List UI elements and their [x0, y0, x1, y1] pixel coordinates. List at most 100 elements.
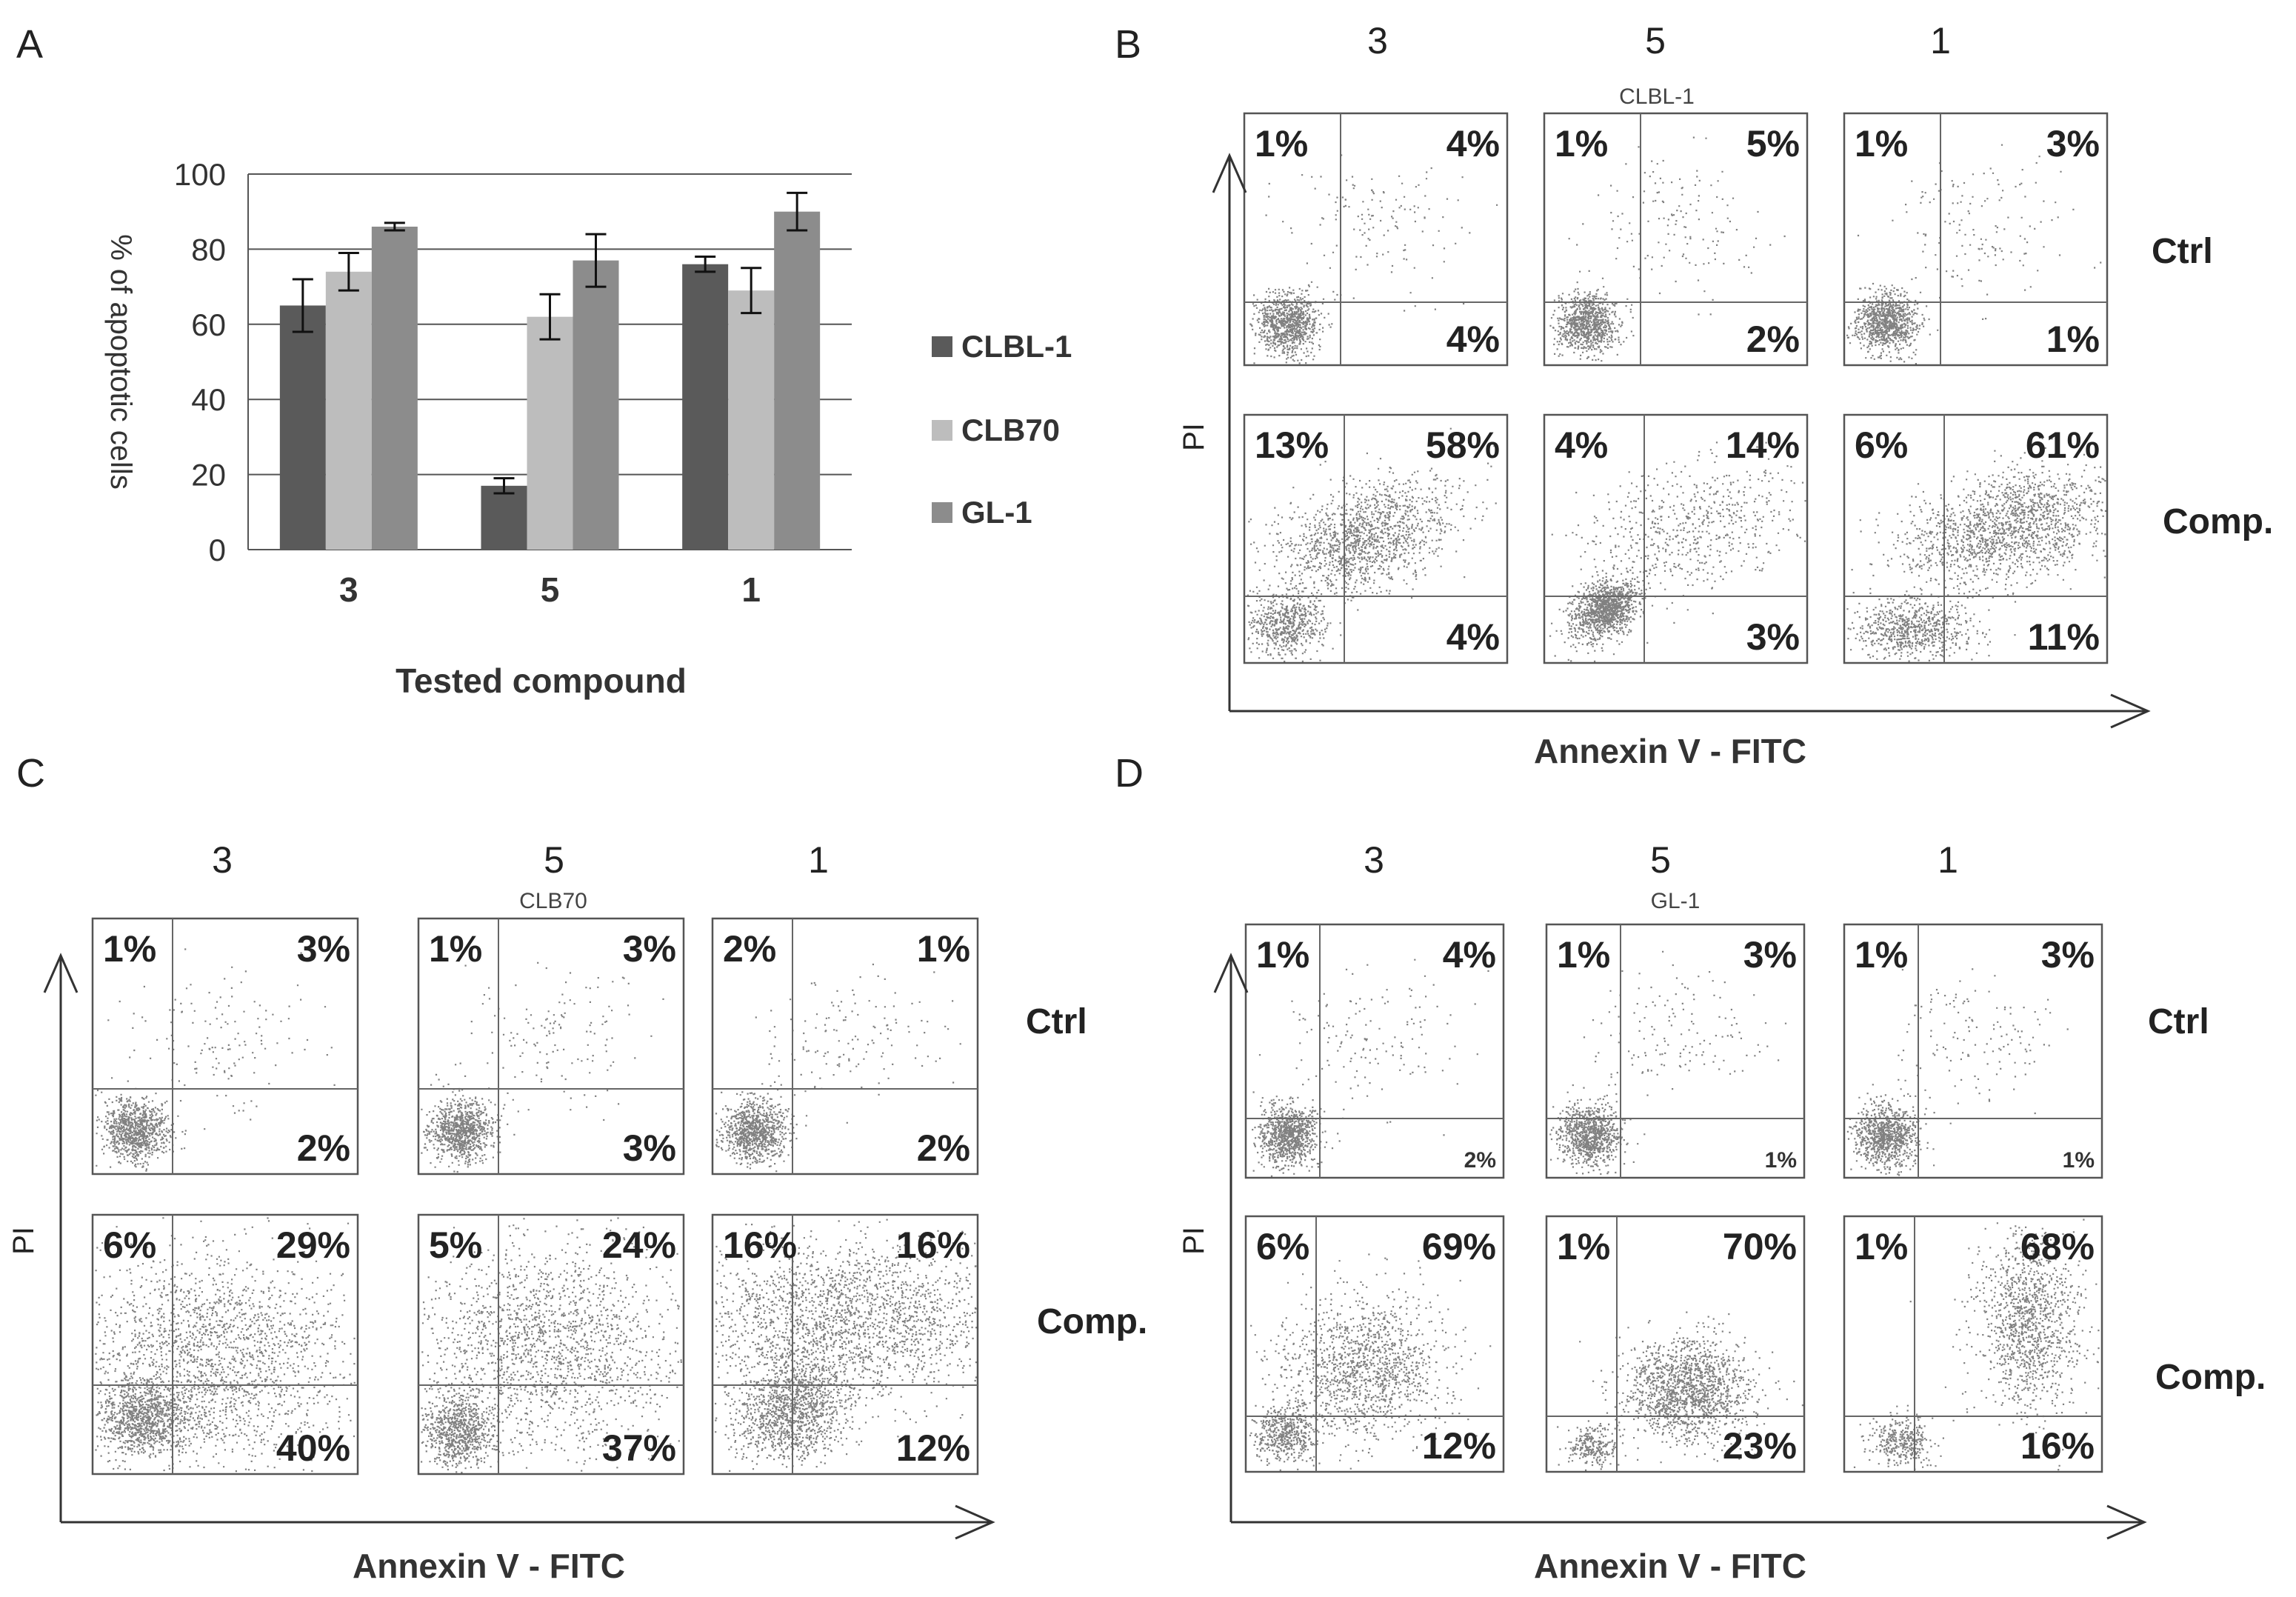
quadrant-lower-right: 3% [1746, 616, 1800, 658]
cell-line-label: GL-1 [1651, 889, 1701, 913]
annexin-axis-arrowhead [2106, 1504, 2147, 1540]
cell-line-label: CLBL-1 [1619, 84, 1695, 109]
flow-plot-c-1-2: 16% 16% 12% [711, 1213, 979, 1476]
quadrant-lower-right: 3% [623, 1127, 676, 1169]
bar-gl-1-3 [371, 226, 418, 550]
quadrant-upper-left: 1% [1557, 1226, 1610, 1267]
flow-plot-c-0-1: 1% 3% 3% [417, 917, 685, 1176]
quadrant-upper-left: 13% [1255, 424, 1329, 466]
column-label: 5 [1645, 20, 1666, 61]
scatter-events [1846, 144, 2102, 365]
column-label: 1 [1938, 839, 1958, 881]
quadrant-upper-left: 4% [1555, 424, 1608, 466]
column-label: 5 [1650, 839, 1671, 881]
quadrant-upper-right: 3% [2046, 123, 2100, 164]
annexin-axis-arrowhead [2110, 693, 2151, 729]
pi-axis-title: PI [1178, 423, 1210, 451]
flow-plot-b-1-0: 13% 58% 4% [1243, 413, 1509, 664]
flow-panel-c: 3 5 1 CLB70 Ctrl Comp. 1% 3% 2% 1% 3% 3% 2% 1% 2% 6% 29%… [7, 839, 1147, 1585]
y-tick-label: 80 [191, 232, 226, 267]
row-label: Comp. [2163, 502, 2273, 541]
flow-plot-b-0-1: 1% 5% 2% [1543, 112, 1809, 367]
legend-swatch-gl-1 [932, 502, 952, 523]
scatter-events [1846, 437, 2107, 662]
quadrant-upper-left: 1% [429, 928, 482, 970]
quadrant-lower-right: 11% [2028, 616, 2100, 658]
quadrant-lower-right: 23% [1723, 1425, 1797, 1467]
column-label: 3 [1364, 839, 1384, 881]
quadrant-lower-right: 2% [297, 1127, 350, 1169]
row-label: Ctrl [2148, 1002, 2209, 1041]
quadrant-lower-right: 1% [2046, 319, 2100, 360]
flow-plot-b-1-1: 4% 14% 3% [1543, 413, 1809, 664]
quadrant-upper-left: 6% [103, 1224, 156, 1266]
column-label: 5 [544, 839, 564, 881]
plot-frame [1243, 112, 1509, 367]
cell-line-label: CLB70 [519, 889, 587, 913]
scatter-events [1252, 958, 1489, 1177]
flow-plot-d-1-2: 1% 68% 16% [1843, 1215, 2103, 1473]
y-tick-label: 100 [174, 157, 226, 192]
quadrant-upper-right: 14% [1726, 424, 1800, 466]
plot-frame [1545, 923, 1806, 1179]
flow-plot-c-1-0: 6% 29% 40% [91, 1213, 359, 1476]
bar-clb70-5 [527, 316, 573, 550]
quadrant-upper-right: 4% [1443, 934, 1496, 976]
annexin-axis-title: Annexin V - FITC [353, 1547, 625, 1585]
pi-axis-title: PI [1178, 1227, 1210, 1255]
y-tick-label: 60 [191, 307, 226, 342]
quadrant-upper-right: 58% [1426, 424, 1500, 466]
quadrant-upper-left: 1% [1855, 123, 1908, 164]
quadrant-upper-right: 3% [2041, 934, 2095, 976]
bar-clbl-1-3 [279, 305, 326, 550]
panel-label-a: A [16, 22, 43, 67]
plot-frame [1543, 112, 1809, 367]
quadrant-upper-right: 69% [1422, 1226, 1496, 1267]
quadrant-upper-left: 6% [1855, 424, 1908, 466]
quadrant-upper-right: 4% [1446, 123, 1500, 164]
pi-axis-title: PI [7, 1227, 40, 1255]
category-label: 5 [541, 570, 560, 609]
scatter-events [95, 1217, 356, 1473]
quadrant-upper-right: 3% [1743, 934, 1797, 976]
quadrant-upper-right: 3% [623, 928, 676, 970]
quadrant-upper-right: 24% [602, 1224, 676, 1266]
quadrant-upper-right: 70% [1723, 1226, 1797, 1267]
quadrant-upper-right: 61% [2026, 424, 2100, 466]
pi-axis-arrowhead [43, 953, 79, 993]
quadrant-upper-left: 1% [1855, 934, 1908, 976]
panel-label-b: B [1115, 22, 1141, 67]
flow-plot-d-0-0: 1% 4% 2% [1244, 923, 1505, 1179]
column-label: 1 [1930, 20, 1951, 61]
quadrant-upper-left: 1% [1255, 123, 1308, 164]
column-label: 1 [808, 839, 829, 881]
pi-axis-arrowhead [1213, 953, 1249, 993]
quadrant-lower-right: 16% [2020, 1425, 2095, 1467]
quadrant-upper-right: 5% [1746, 123, 1800, 164]
quadrant-upper-right: 1% [917, 928, 970, 970]
flow-plot-c-1-1: 5% 24% 37% [417, 1213, 685, 1476]
flow-plot-b-1-2: 6% 61% 11% [1843, 413, 2109, 664]
flow-plot-b-0-2: 1% 3% 1% [1843, 112, 2109, 367]
annexin-axis-arrowhead [955, 1504, 995, 1540]
annexin-axis-title: Annexin V - FITC [1534, 1547, 1806, 1585]
flow-plot-c-0-0: 1% 3% 2% [91, 917, 359, 1176]
quadrant-upper-right: 29% [276, 1224, 350, 1266]
x-axis-title: Tested compound [396, 661, 687, 700]
scatter-events [715, 963, 961, 1173]
flow-plot-d-1-0: 6% 69% 12% [1244, 1215, 1505, 1473]
bar-gl-1-5 [573, 260, 619, 550]
scatter-events [1247, 427, 1497, 663]
row-label: Ctrl [1026, 1002, 1087, 1041]
y-tick-label: 40 [191, 382, 226, 417]
bar-gl-1-1 [774, 211, 821, 550]
quadrant-upper-left: 1% [1256, 934, 1309, 976]
y-tick-label: 0 [209, 533, 226, 567]
legend-swatch-clb70 [932, 420, 952, 441]
bar-chart-panel-a: 0 20 40 60 80 100 3 5 1 Tested compound % of apopt… [104, 157, 1072, 700]
flow-plot-b-0-0: 1% 4% 4% [1243, 112, 1509, 367]
flow-plot-d-1-1: 1% 70% 23% [1545, 1215, 1806, 1473]
category-label: 1 [741, 570, 761, 609]
quadrant-upper-right: 16% [896, 1224, 970, 1266]
flow-plot-d-0-1: 1% 3% 1% [1545, 923, 1806, 1179]
